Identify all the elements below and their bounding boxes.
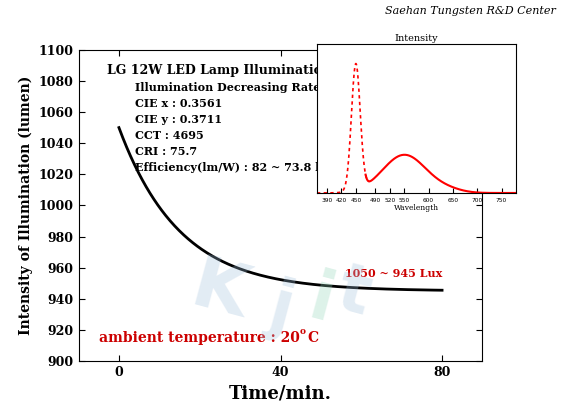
- Text: i: i: [301, 267, 341, 337]
- Text: 1050 ~ 945 Lux: 1050 ~ 945 Lux: [345, 268, 443, 279]
- X-axis label: Time/min.: Time/min.: [229, 384, 332, 403]
- Text: C: C: [307, 331, 318, 345]
- Text: Illumination Decreasing Rate(%) : 10
CIE x : 0.3561
CIE y : 0.3711
CCT : 4695
CR: Illumination Decreasing Rate(%) : 10 CIE…: [135, 83, 369, 173]
- Text: t: t: [329, 256, 377, 329]
- Text: ambient temperature : 20: ambient temperature : 20: [99, 331, 300, 345]
- Text: j: j: [261, 273, 300, 344]
- Text: K: K: [184, 252, 256, 333]
- Text: LG 12W LED Lamp Illumination Test: LG 12W LED Lamp Illumination Test: [107, 64, 364, 77]
- Text: o: o: [300, 327, 306, 336]
- X-axis label: Wavelength: Wavelength: [394, 204, 439, 212]
- Title: Intensity: Intensity: [395, 34, 438, 43]
- Y-axis label: Intensity of Illumination (lumen): Intensity of Illumination (lumen): [19, 76, 33, 335]
- Text: Saehan Tungsten R&D Center: Saehan Tungsten R&D Center: [384, 6, 555, 16]
